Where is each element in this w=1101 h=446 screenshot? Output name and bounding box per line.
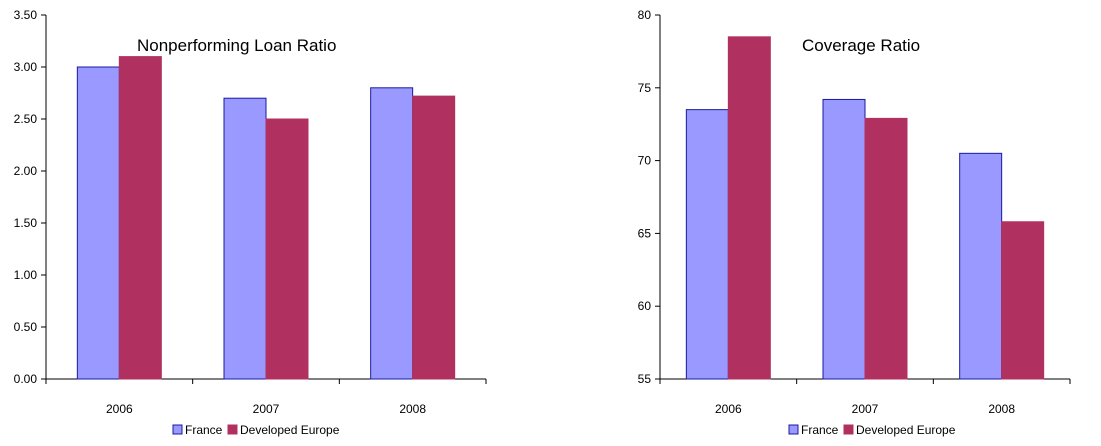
coverage-ratio-svg: 55 60 65 70 75 80 2006 2007 2008 Coverage Ratio Fr… xyxy=(638,8,1071,437)
y-tick-label: 3.50 xyxy=(14,8,38,22)
legend-swatch-developed-europe xyxy=(843,424,854,435)
coverage-ratio-chart: 55 60 65 70 75 80 2006 2007 2008 Coverage Ratio Fr… xyxy=(560,0,1101,446)
chart-title: Coverage Ratio xyxy=(802,36,920,55)
bar-france-2008 xyxy=(370,87,414,380)
x-tick-label: 2008 xyxy=(988,402,1015,416)
bar-developed-europe-2007 xyxy=(864,117,908,380)
legend-swatch-france xyxy=(172,424,183,435)
bar-developed-europe-2006 xyxy=(118,56,162,380)
y-tick-label: 0.50 xyxy=(14,320,38,334)
x-tick-label: 2006 xyxy=(106,402,133,416)
y-tick-label: 0.00 xyxy=(14,372,38,386)
y-tick-label: 75 xyxy=(638,81,652,95)
bar-france-2006 xyxy=(76,66,120,380)
nonperforming-loan-ratio-chart: 0.00 0.50 1.00 1.50 2.00 2.50 3.00 3.50 2006 2007… xyxy=(0,0,540,446)
x-tick-label: 2008 xyxy=(399,402,426,416)
legend-swatch-france xyxy=(788,424,799,435)
legend-swatch-developed-europe xyxy=(227,424,238,435)
bar-developed-europe-2008 xyxy=(1001,221,1045,380)
y-tick-label: 1.50 xyxy=(14,216,38,230)
y-tick-label: 65 xyxy=(638,226,652,240)
y-tick-label: 2.00 xyxy=(14,164,38,178)
bar-developed-europe-2007 xyxy=(265,118,309,380)
y-tick-label: 70 xyxy=(638,154,652,168)
y-tick-label: 1.00 xyxy=(14,268,38,282)
y-tick-label: 60 xyxy=(638,299,652,313)
y-tick-label: 55 xyxy=(638,372,652,386)
legend-label-france: France xyxy=(801,423,839,437)
y-tick-label: 2.50 xyxy=(14,112,38,126)
bar-france-2007 xyxy=(223,97,267,380)
x-tick-label: 2006 xyxy=(715,402,742,416)
x-tick-label: 2007 xyxy=(852,402,879,416)
bar-france-2007 xyxy=(822,98,866,380)
nonperforming-loan-ratio-svg: 0.00 0.50 1.00 1.50 2.00 2.50 3.00 3.50 2006 2007… xyxy=(14,8,487,437)
legend-label-france: France xyxy=(185,423,223,437)
y-tick-label: 3.00 xyxy=(14,60,38,74)
y-tick-label: 80 xyxy=(638,8,652,22)
bar-france-2006 xyxy=(685,109,729,380)
legend: France Developed Europe xyxy=(788,423,956,437)
bar-developed-europe-2006 xyxy=(727,36,771,380)
x-tick-label: 2007 xyxy=(253,402,280,416)
chart-title: Nonperforming Loan Ratio xyxy=(137,36,336,55)
legend-label-developed-europe: Developed Europe xyxy=(240,423,340,437)
legend-label-developed-europe: Developed Europe xyxy=(856,423,956,437)
legend: France Developed Europe xyxy=(172,423,340,437)
bar-france-2008 xyxy=(959,152,1003,380)
bar-developed-europe-2008 xyxy=(412,95,456,380)
